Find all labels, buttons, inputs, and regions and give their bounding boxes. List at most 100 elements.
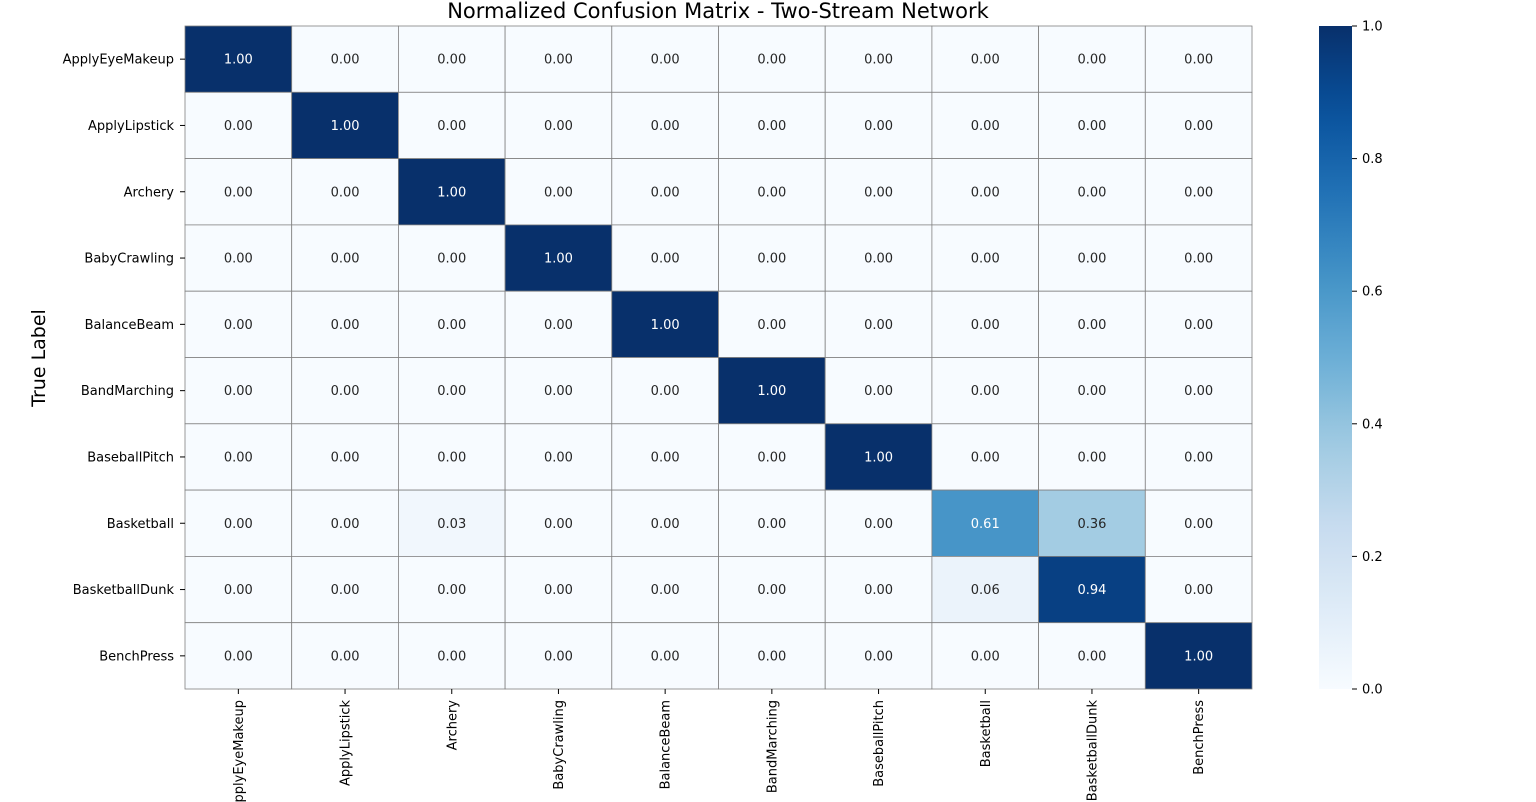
cell-value-label: 0.00: [331, 53, 360, 68]
heatmap-cell: [1144, 158, 1253, 226]
x-tick-label: BalanceBeam: [659, 700, 674, 789]
heatmap-cell: [291, 290, 399, 358]
cell-value-label: 0.00: [544, 384, 573, 399]
heatmap-cell: [1144, 423, 1253, 491]
y-tick-labels: ApplyEyeMakeup ApplyLipstick Archery BabyCr…: [63, 53, 185, 664]
cell-value-label: 0.00: [651, 649, 680, 664]
cell-value-label: 0.00: [331, 583, 360, 598]
cell-value-label: 0.00: [864, 53, 893, 68]
cell-value-label: 0.00: [1077, 53, 1106, 68]
cell-value-label: 1.00: [757, 384, 786, 399]
cell-value-label: 0.00: [757, 450, 786, 465]
cell-value-label: 0.00: [331, 450, 360, 465]
heatmap-cell: [397, 556, 506, 624]
cell-value-label: 0.00: [757, 185, 786, 200]
heatmap-cell: [718, 290, 826, 358]
colorbar-tick-label: 0.4: [1362, 417, 1383, 432]
cell-value-label: 0.00: [331, 318, 360, 333]
cell-value-label: 0.00: [331, 517, 360, 532]
x-tick-label: ApplyEyeMakeup: [232, 700, 247, 802]
heatmap-cell: [184, 158, 293, 226]
heatmap-cell: [504, 91, 613, 160]
heatmap-cell: [931, 622, 1040, 690]
cell-value-label: 0.00: [651, 252, 680, 267]
cell-value-label: 0.00: [224, 517, 253, 532]
y-tick-label: BasketballDunk: [73, 583, 175, 598]
x-tick-label: BandMarching: [765, 700, 780, 793]
cell-value-label: 0.00: [544, 318, 573, 333]
heatmap-cell: [1144, 91, 1253, 160]
heatmap-cell: [611, 91, 719, 160]
heatmap-cell: [824, 556, 933, 624]
cell-value-label: 0.00: [864, 517, 893, 532]
heatmap-cell: [824, 622, 933, 690]
colorbar-tick-label: 0.0: [1362, 683, 1383, 698]
cell-value-label: 0.00: [971, 252, 1000, 267]
heatmap-cell: [1038, 91, 1146, 160]
cell-value-label: 0.00: [224, 185, 253, 200]
cell-value-label: 0.00: [971, 119, 1000, 134]
cell-value-label: 0.00: [1077, 649, 1106, 664]
heatmap-cell: [931, 224, 1040, 292]
heatmap-cell: [184, 25, 293, 93]
heatmap-cell: [718, 556, 826, 624]
heatmap-cell: [824, 91, 933, 160]
cell-value-label: 0.00: [331, 649, 360, 664]
cell-value-label: 0.00: [864, 384, 893, 399]
cell-value-label: 0.00: [544, 119, 573, 134]
heatmap-cell: [1038, 622, 1146, 690]
heatmap-cell: [184, 357, 293, 425]
cell-value-label: 0.00: [224, 252, 253, 267]
cell-value-label: 0.00: [224, 384, 253, 399]
y-tick-label: BabyCrawling: [84, 252, 174, 267]
heatmap-cell: [504, 25, 613, 93]
cell-value-label: 0.00: [651, 119, 680, 134]
cell-value-label: 0.00: [437, 384, 466, 399]
heatmap-cell: [824, 158, 933, 226]
heatmap-cell: [397, 290, 506, 358]
y-tick-label: BaseballPitch: [87, 450, 174, 465]
cell-value-label: 0.00: [757, 583, 786, 598]
colorbar-tick-label: 0.6: [1362, 285, 1383, 300]
heatmap-cell: [1038, 423, 1146, 491]
cell-value-label: 1.00: [651, 318, 680, 333]
cell-value-label: 1.00: [544, 252, 573, 267]
heatmap-cell: [824, 423, 933, 491]
cell-value-label: 0.00: [1184, 252, 1213, 267]
cell-value-label: 0.00: [437, 583, 466, 598]
cell-value-label: 0.00: [331, 384, 360, 399]
heatmap-cell: [611, 224, 719, 292]
cell-value-label: 0.00: [544, 517, 573, 532]
heatmap-cell: [1038, 158, 1146, 226]
heatmap-cell: [931, 158, 1040, 226]
cell-value-label: 0.00: [544, 53, 573, 68]
heatmap-cell: [611, 489, 719, 557]
heatmap-cell: [291, 423, 399, 491]
x-tick-label: BabyCrawling: [552, 700, 567, 790]
y-tick-label: BalanceBeam: [85, 318, 174, 333]
heatmap-cell: [611, 290, 719, 358]
cell-value-label: 0.00: [1077, 185, 1106, 200]
cell-value-label: 0.06: [971, 583, 1000, 598]
heatmap-cell: [824, 357, 933, 425]
heatmap-cell: [504, 622, 613, 690]
y-tick-label: Basketball: [107, 517, 174, 532]
cell-value-label: 0.00: [1184, 318, 1213, 333]
x-tick-label: ApplyLipstick: [339, 700, 354, 786]
colorbar-tick-label: 0.2: [1362, 550, 1383, 565]
heatmap-cells: [184, 25, 1253, 690]
cell-value-label: 0.00: [1184, 450, 1213, 465]
y-tick-label: ApplyEyeMakeup: [63, 53, 174, 68]
heatmap-cell: [611, 25, 719, 93]
heatmap-cell: [291, 556, 399, 624]
heatmap-cell: [718, 622, 826, 690]
x-tick-label: BasketballDunk: [1085, 700, 1100, 802]
heatmap-cell: [1144, 25, 1253, 93]
heatmap-cell: [1038, 556, 1146, 624]
heatmap-cell: [504, 423, 613, 491]
cell-value-label: 0.00: [1077, 318, 1106, 333]
cell-value-label: 0.00: [651, 384, 680, 399]
cell-value-label: 0.00: [437, 649, 466, 664]
heatmap-cell: [1144, 556, 1253, 624]
